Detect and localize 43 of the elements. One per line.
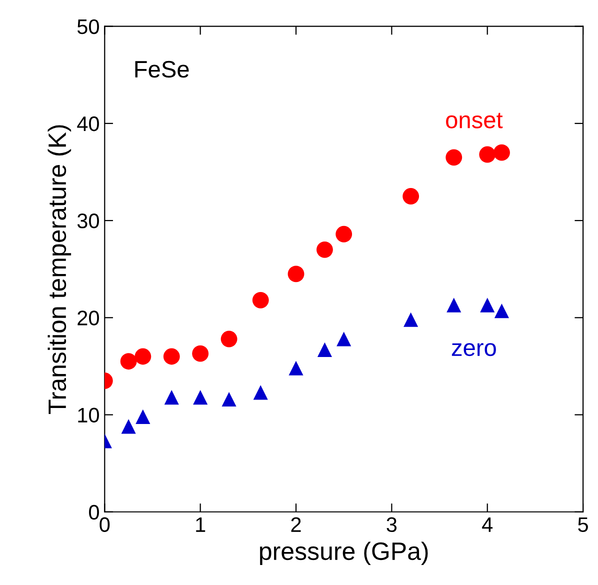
point [120, 353, 137, 370]
point [404, 312, 418, 327]
point [402, 188, 420, 204]
point [317, 342, 332, 357]
y-axis-title: Transition temperature (K) [48, 125, 72, 414]
x-tick-label: 2 [291, 517, 301, 532]
point [136, 409, 150, 424]
x-tick-label: 1 [196, 518, 206, 532]
point [164, 390, 179, 405]
point [480, 298, 495, 312]
x-tick-label: 0 [100, 517, 110, 532]
x-tick-label: 3 [386, 517, 397, 532]
point [336, 226, 352, 242]
point [446, 149, 462, 166]
y-tick-label: 10 [78, 408, 99, 423]
point [220, 330, 238, 348]
point [252, 292, 269, 308]
series-label: onset [446, 112, 503, 128]
point [253, 385, 268, 400]
point [134, 348, 152, 365]
y-tick-label: 40 [77, 116, 99, 132]
y-tick-label: 50 [77, 19, 99, 34]
point [316, 241, 333, 258]
x-tick-label: 5 [578, 518, 588, 532]
point [494, 304, 510, 318]
y-tick-label: 20 [78, 310, 99, 326]
point [336, 332, 352, 346]
y-tick-label: 30 [77, 214, 99, 228]
point [121, 419, 136, 434]
x-axis-title: pressure (GPa) [260, 542, 428, 566]
point [163, 348, 180, 365]
point [446, 298, 462, 312]
point [288, 360, 304, 376]
point [494, 144, 510, 161]
point [479, 146, 496, 163]
x-tick-label: 4 [482, 518, 493, 532]
point [288, 266, 304, 282]
point [192, 345, 209, 362]
y-tick-label: 0 [89, 504, 99, 520]
point [222, 392, 236, 407]
point [193, 390, 208, 405]
series-label: zero [452, 343, 496, 356]
annotation: FeSe [135, 60, 189, 78]
